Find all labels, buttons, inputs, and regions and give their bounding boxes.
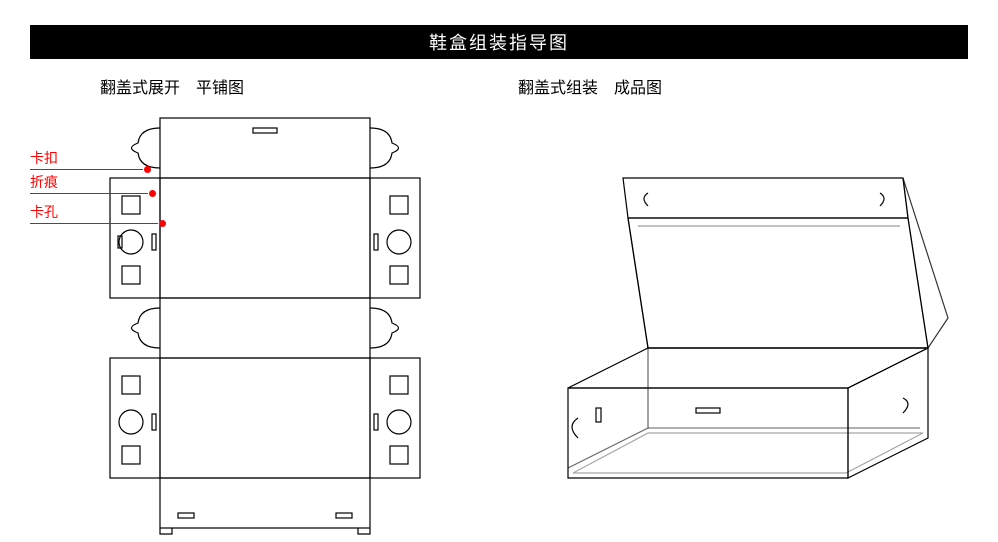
title-bar: 鞋盒组装指导图: [30, 25, 968, 59]
assembled-diagram: [508, 108, 968, 528]
callout-fold: 折痕: [30, 172, 148, 194]
panel-flat: 翻盖式展开 平铺图 卡扣 折痕 卡孔: [30, 74, 508, 538]
subtitle-assembled: 翻盖式组装 成品图: [508, 74, 968, 98]
subtitle-flat: 翻盖式展开 平铺图: [30, 74, 508, 98]
callout-hole: 卡孔: [30, 202, 158, 224]
content: 翻盖式展开 平铺图 卡扣 折痕 卡孔: [0, 59, 998, 538]
panel-assembled: 翻盖式组装 成品图: [508, 74, 968, 538]
title-text: 鞋盒组装指导图: [429, 33, 569, 53]
callout-clasp: 卡扣: [30, 148, 143, 170]
